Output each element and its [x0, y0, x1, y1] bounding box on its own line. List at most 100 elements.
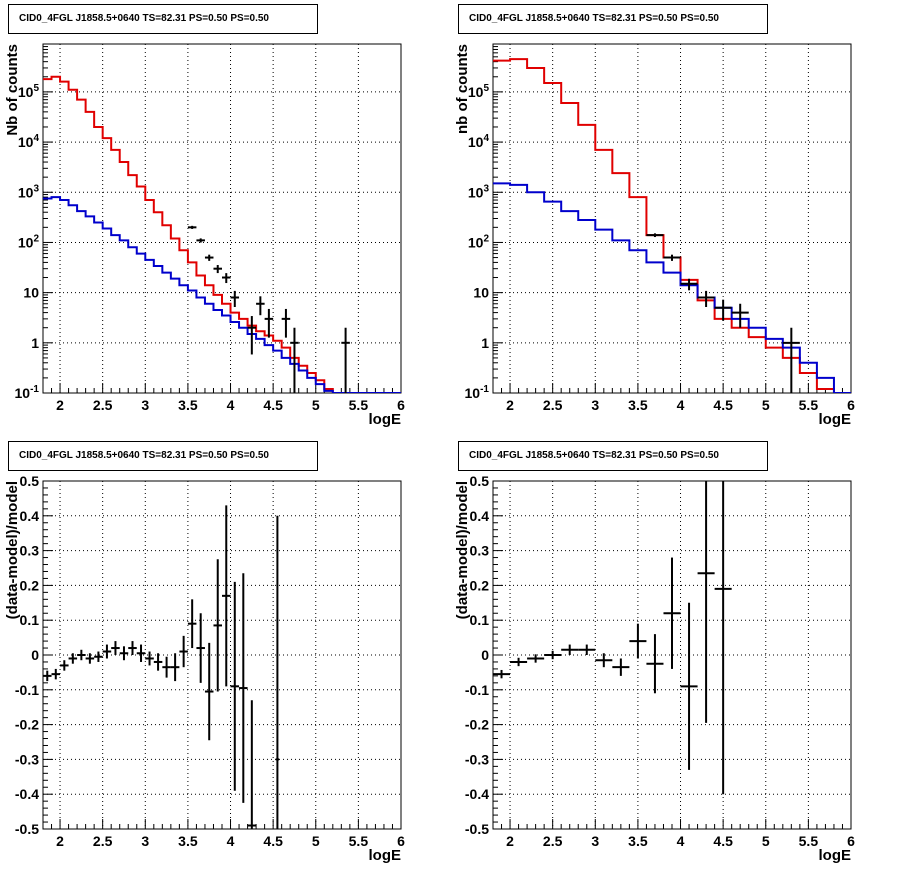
x-tick-label: 5.5 [799, 833, 819, 849]
y-tick-label: 104 [18, 133, 40, 150]
residuals-point [646, 634, 664, 694]
chart-title: CID0_4FGL J1858.5+0640 TS=82.31 PS=0.50 … [8, 441, 318, 471]
data-point [187, 225, 197, 229]
x-tick-label: 5 [762, 397, 770, 413]
residuals-point [561, 644, 579, 655]
data-point [230, 290, 240, 308]
x-tick-label: 5 [312, 397, 320, 413]
y-axis-label: Nb of counts [4, 44, 21, 136]
residuals-point [111, 641, 120, 655]
x-tick-label: 2 [506, 397, 514, 413]
x-tick-label: 4.5 [263, 833, 283, 849]
residuals-point [230, 581, 240, 791]
residuals-point [595, 653, 613, 668]
chart-4: 2 2.5 3 3.5 4 4.5 5 5.5 6 -0.5 -0.4 -0.3 -0.2 -0.1 0 0.… [454, 473, 855, 864]
y-tick-label: 0 [31, 647, 39, 663]
residuals-point [43, 670, 52, 682]
y-tick-label: -0.1 [465, 682, 489, 698]
residuals-point [204, 642, 214, 741]
y-tick-label: 0 [481, 647, 489, 663]
x-tick-label: 6 [847, 397, 855, 413]
x-tick-label: 3.5 [628, 397, 648, 413]
data-point [256, 296, 265, 316]
x-tick-label: 4.5 [263, 397, 283, 413]
x-tick-label: 3.5 [178, 833, 198, 849]
y-tick-label: -0.5 [465, 821, 489, 837]
residuals-point [275, 515, 280, 829]
source-model-histogram [493, 182, 851, 393]
x-tick-label: 4 [227, 833, 235, 849]
residuals-point [629, 623, 647, 659]
y-tick-label: 0.1 [470, 612, 490, 628]
plot-area [493, 481, 732, 795]
y-tick-label: -0.5 [15, 821, 39, 837]
y-tick-label: 0.4 [20, 508, 40, 524]
x-tick-label: 2.5 [543, 833, 563, 849]
y-tick-label: 0.5 [470, 473, 490, 489]
x-tick-label: 2 [56, 833, 64, 849]
residuals-point [136, 644, 146, 662]
residuals-point [85, 653, 95, 664]
y-tick-label: 105 [18, 83, 40, 100]
residuals-point [578, 644, 596, 655]
y-tick-label: 10-1 [465, 384, 490, 401]
y-tick-label: 102 [468, 233, 490, 250]
data-point [782, 327, 800, 393]
residuals-point [544, 650, 562, 660]
y-tick-label: 103 [18, 183, 40, 200]
residuals-point [213, 559, 222, 692]
x-tick-label: 4 [227, 397, 235, 413]
chart-title: CID0_4FGL J1858.5+0640 TS=82.31 PS=0.50 … [8, 4, 318, 34]
y-axis-label: (data-model)/model [454, 481, 471, 619]
data-point [714, 299, 732, 321]
y-tick-label: 10-1 [15, 384, 40, 401]
y-tick-label: 103 [468, 183, 490, 200]
chart-title: CID0_4FGL J1858.5+0640 TS=82.31 PS=0.50 … [458, 4, 768, 34]
x-tick-label: 4.5 [713, 833, 733, 849]
residuals-point [153, 653, 163, 671]
residuals-point [51, 668, 61, 680]
chart-1: 2 2.5 3 3.5 4 4.5 5 5.5 6 10-1 1 10 102 103 104 105 logE… [4, 43, 405, 428]
x-tick-label: 4 [677, 397, 685, 413]
y-tick-label: -0.4 [465, 786, 489, 802]
residuals-point [680, 602, 698, 770]
plot-frame [492, 43, 852, 394]
plot-frame [42, 43, 402, 394]
data-point [222, 273, 231, 284]
y-tick-label: 0.1 [20, 612, 40, 628]
y-tick-label: -0.3 [15, 751, 39, 767]
residuals-point [510, 657, 528, 667]
y-tick-label: 0.2 [20, 577, 40, 593]
y-tick-label: -0.3 [465, 751, 489, 767]
x-tick-label: 2.5 [93, 833, 113, 849]
x-tick-label: 6 [397, 833, 405, 849]
x-tick-label: 2.5 [543, 397, 563, 413]
plot-area [43, 75, 401, 393]
x-tick-label: 3 [141, 833, 149, 849]
residuals-point [527, 654, 545, 663]
x-tick-label: 6 [397, 397, 405, 413]
y-tick-label: 0.4 [470, 508, 490, 524]
chart-title: CID0_4FGL J1858.5+0640 TS=82.31 PS=0.50 … [458, 441, 768, 471]
x-tick-label: 2 [506, 833, 514, 849]
y-tick-label: 0.2 [470, 577, 490, 593]
residuals-point [714, 481, 732, 795]
residuals-point [247, 700, 257, 829]
data-point [290, 327, 299, 393]
residuals-point [663, 557, 681, 669]
data-point [663, 254, 681, 261]
residuals-point [119, 646, 129, 661]
x-tick-label: 5 [762, 833, 770, 849]
residuals-point [60, 660, 69, 671]
data-point [646, 233, 664, 238]
data-point [281, 308, 291, 338]
data-point [196, 238, 205, 243]
residuals-point [222, 505, 231, 687]
x-axis-label: logE [369, 847, 402, 864]
y-tick-label: 0.3 [20, 543, 40, 559]
y-tick-label: 0.5 [20, 473, 40, 489]
y-tick-label: 10 [23, 285, 39, 301]
y-tick-label: -0.2 [465, 717, 489, 733]
residuals-point [145, 651, 154, 666]
x-axis-label: logE [819, 847, 852, 864]
